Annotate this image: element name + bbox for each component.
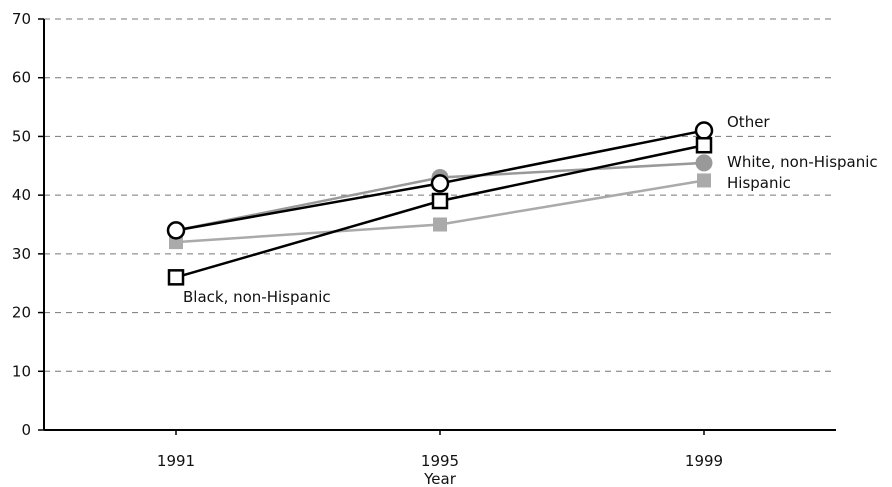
x-axis-title: Year: [423, 470, 457, 487]
series-label: Other: [727, 113, 770, 131]
series-line: [175, 144, 705, 279]
y-tick-label: 70: [12, 10, 31, 28]
y-tick-label: 60: [12, 69, 31, 87]
data-point: [433, 217, 447, 232]
y-tick-label: 40: [12, 186, 31, 204]
data-point: [695, 136, 713, 154]
series: [166, 121, 714, 286]
data-point: [694, 121, 714, 140]
data-point: [697, 173, 711, 188]
y-tick-label: 50: [12, 127, 31, 145]
data-point: [166, 221, 186, 240]
y-tick-label: 0: [21, 421, 31, 439]
series-label: White, non-Hispanic: [727, 153, 878, 171]
data-point: [167, 269, 185, 286]
axes: 0 10 20 30 40 50 60 70 1991 1995 1999: [12, 10, 836, 470]
x-tick-label: 1991: [157, 452, 195, 470]
gridlines: [44, 18, 836, 372]
data-point: [695, 154, 713, 172]
series-label: Hispanic: [727, 174, 791, 192]
y-tick-label: 20: [12, 304, 31, 322]
series-labels: Other White, non-Hispanic Hispanic Black, n…: [183, 113, 878, 306]
y-tick-label: 30: [12, 245, 31, 263]
data-point: [430, 174, 450, 193]
x-tick-label: 1995: [421, 452, 459, 470]
x-tick-label: 1999: [685, 452, 723, 470]
y-tick-label: 10: [12, 362, 31, 380]
series-label: Black, non-Hispanic: [183, 288, 331, 306]
data-point: [431, 192, 449, 210]
